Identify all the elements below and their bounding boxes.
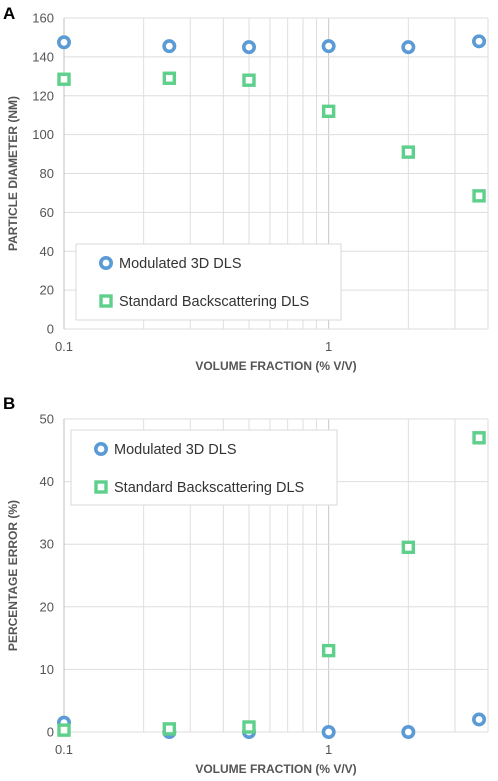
- y-tick-label: 0: [47, 322, 54, 337]
- x-tick-label: 0.1: [55, 742, 73, 757]
- legend: Modulated 3D DLS Standard Backscattering …: [70, 429, 338, 506]
- series-squares: [57, 71, 486, 203]
- y-tick-label: 40: [40, 474, 54, 489]
- y-tick-label: 80: [40, 166, 54, 181]
- data-point-circle: [162, 39, 177, 54]
- chart-panel-a: A 0 20 40 60 80 100 120 140 160 0.1 1 VOLUME FRACTI…: [0, 0, 498, 390]
- y-tick-label: 10: [40, 662, 54, 677]
- y-tick-label: 40: [40, 244, 54, 259]
- x-tick-label: 1: [325, 742, 332, 757]
- chart-b-svg: 0 10 20 30 40 50 0.1 1 VOLUME FRACTION (% V/V) PE…: [6, 412, 489, 776]
- chart-panel-b: B 0 10 20 30 40 50 0.1 1 VOLUME FRACTION (% V/V)…: [0, 390, 498, 781]
- x-axis-title: VOLUME FRACTION (% V/V): [195, 762, 356, 776]
- legend-marker-square: [99, 294, 113, 308]
- data-point-square: [57, 72, 71, 86]
- y-tick-label: 20: [40, 599, 54, 614]
- legend-label: Modulated 3D DLS: [114, 442, 237, 458]
- y-axis-title: PERCENTAGE ERROR (%): [6, 500, 20, 651]
- x-tick-label: 1: [325, 339, 332, 354]
- legend-marker-circle: [94, 441, 109, 456]
- legend-box: [75, 243, 342, 321]
- y-tick-label: 0: [47, 725, 54, 740]
- data-point-square: [321, 643, 336, 658]
- data-point-square: [57, 723, 71, 737]
- data-point-square: [242, 73, 256, 87]
- data-point-square: [472, 431, 486, 445]
- legend-marker-square: [94, 480, 108, 494]
- y-tick-label: 160: [32, 11, 54, 26]
- data-point-square: [242, 720, 256, 734]
- data-point-circle: [321, 39, 336, 54]
- y-tick-label: 20: [40, 283, 54, 298]
- legend-marker-circle: [99, 255, 114, 270]
- panel-label: A: [3, 4, 16, 23]
- legend-label: Standard Backscattering DLS: [114, 480, 304, 496]
- legend-box: [70, 429, 338, 506]
- panel-label: B: [3, 394, 16, 413]
- y-tick-label: 30: [40, 537, 54, 552]
- data-point-circle: [472, 712, 487, 727]
- y-tick-label: 120: [32, 88, 54, 103]
- data-point-square: [401, 145, 416, 159]
- data-point-square: [162, 71, 177, 85]
- legend: Modulated 3D DLS Standard Backscattering …: [75, 243, 342, 321]
- data-point-circle: [241, 40, 256, 55]
- y-axis-title: PARTICLE DIAMETER (NM): [6, 96, 20, 251]
- data-point-square: [401, 540, 416, 555]
- y-tick-label: 50: [40, 412, 54, 427]
- gridlines: [63, 17, 489, 330]
- data-point-circle: [56, 35, 71, 50]
- data-point-square: [472, 189, 486, 203]
- data-point-circle: [321, 724, 336, 739]
- data-point-circle: [401, 724, 416, 739]
- series-squares: [57, 431, 486, 737]
- data-point-circle: [401, 40, 416, 55]
- series-circles: [56, 712, 487, 739]
- y-tick-label: 60: [40, 205, 54, 220]
- series-circles: [56, 34, 487, 55]
- data-point-square: [162, 722, 177, 736]
- y-tick-label: 140: [32, 49, 54, 64]
- x-axis-title: VOLUME FRACTION (% V/V): [195, 359, 356, 373]
- data-point-square: [321, 104, 336, 119]
- data-point-circle: [472, 34, 487, 49]
- x-tick-label: 0.1: [55, 339, 73, 354]
- legend-label: Modulated 3D DLS: [119, 256, 242, 272]
- chart-a-svg: 0 20 40 60 80 100 120 140 160 0.1 1 VOLUME FRACTION…: [6, 11, 489, 373]
- y-tick-label: 100: [32, 127, 54, 142]
- legend-label: Standard Backscattering DLS: [119, 294, 309, 310]
